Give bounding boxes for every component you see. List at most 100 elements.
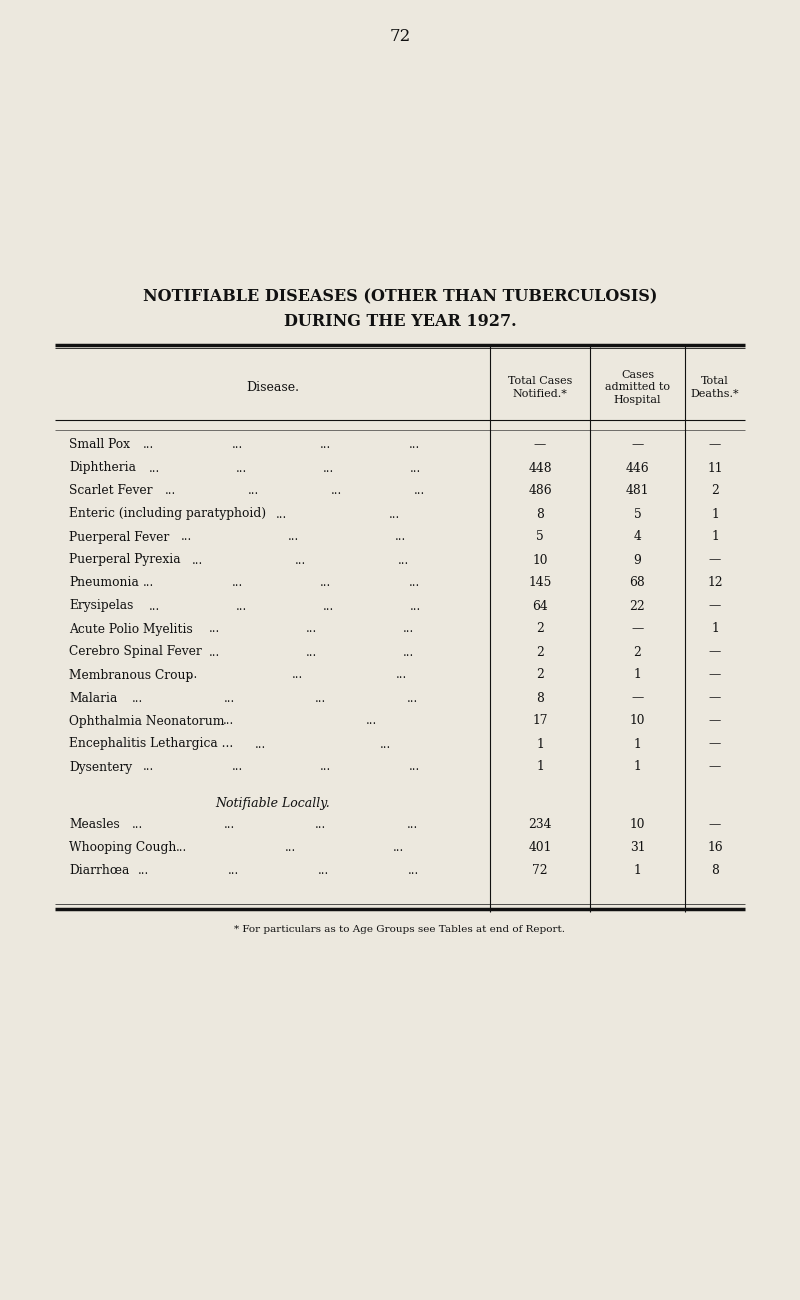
Text: 64: 64 — [532, 599, 548, 612]
Text: 2: 2 — [711, 485, 719, 498]
Text: —: — — [709, 554, 721, 567]
Text: ...: ... — [232, 576, 243, 589]
Text: 72: 72 — [390, 29, 410, 46]
Text: * For particulars as to Age Groups see Tables at end of Report.: * For particulars as to Age Groups see T… — [234, 926, 566, 935]
Text: —: — — [709, 737, 721, 750]
Text: 10: 10 — [532, 554, 548, 567]
Text: Whooping Cough: Whooping Cough — [69, 841, 176, 854]
Text: ...: ... — [275, 507, 286, 520]
Text: Enteric (including paratyphoid): Enteric (including paratyphoid) — [69, 507, 266, 520]
Text: ...: ... — [330, 485, 342, 498]
Text: —: — — [709, 668, 721, 681]
Text: Malaria: Malaria — [69, 692, 118, 705]
Text: 10: 10 — [630, 715, 646, 728]
Text: 5: 5 — [634, 507, 642, 520]
Text: 8: 8 — [536, 692, 544, 705]
Text: ...: ... — [320, 438, 331, 451]
Text: 72: 72 — [532, 864, 548, 878]
Text: ...: ... — [394, 530, 406, 543]
Text: 2: 2 — [536, 646, 544, 659]
Text: ...: ... — [398, 554, 409, 567]
Text: 2: 2 — [536, 668, 544, 681]
Text: ...: ... — [254, 737, 266, 750]
Text: ...: ... — [408, 864, 419, 878]
Text: —: — — [709, 692, 721, 705]
Text: ...: ... — [227, 864, 239, 878]
Text: ...: ... — [318, 864, 329, 878]
Text: ...: ... — [192, 554, 203, 567]
Text: ...: ... — [306, 623, 317, 636]
Text: —: — — [709, 715, 721, 728]
Text: ...: ... — [409, 760, 420, 774]
Text: 1: 1 — [711, 623, 719, 636]
Text: ...: ... — [323, 599, 334, 612]
Text: ...: ... — [208, 623, 220, 636]
Text: Diarrhœa: Diarrhœa — [69, 864, 130, 878]
Text: ...: ... — [223, 692, 234, 705]
Text: 1: 1 — [711, 507, 719, 520]
Text: ...: ... — [138, 864, 149, 878]
Text: 12: 12 — [707, 576, 723, 589]
Text: ...: ... — [143, 760, 154, 774]
Text: 1: 1 — [634, 864, 642, 878]
Text: Diphtheria: Diphtheria — [69, 462, 136, 474]
Text: ...: ... — [232, 438, 243, 451]
Text: 1: 1 — [536, 760, 544, 774]
Text: ...: ... — [406, 818, 418, 831]
Text: Erysipelas: Erysipelas — [69, 599, 134, 612]
Text: 10: 10 — [630, 818, 646, 831]
Text: —: — — [709, 438, 721, 451]
Text: 145: 145 — [528, 576, 552, 589]
Text: Membranous Croup: Membranous Croup — [69, 668, 194, 681]
Text: —: — — [631, 438, 644, 451]
Text: —: — — [534, 438, 546, 451]
Text: 1: 1 — [711, 530, 719, 543]
Text: ...: ... — [315, 818, 326, 831]
Text: —: — — [709, 646, 721, 659]
Text: 448: 448 — [528, 462, 552, 474]
Text: 446: 446 — [626, 462, 650, 474]
Text: 234: 234 — [528, 818, 552, 831]
Text: ...: ... — [320, 576, 331, 589]
Text: Ophthalmia Neonatorum: Ophthalmia Neonatorum — [69, 715, 225, 728]
Text: ...: ... — [406, 692, 418, 705]
Text: ...: ... — [410, 599, 422, 612]
Text: ...: ... — [223, 818, 234, 831]
Text: 8: 8 — [711, 864, 719, 878]
Text: Encephalitis Lethargica ...: Encephalitis Lethargica ... — [69, 737, 234, 750]
Text: Puerperal Pyrexia: Puerperal Pyrexia — [69, 554, 181, 567]
Text: ...: ... — [389, 507, 400, 520]
Text: —: — — [631, 623, 644, 636]
Text: —: — — [631, 692, 644, 705]
Text: —: — — [709, 760, 721, 774]
Text: 68: 68 — [630, 576, 646, 589]
Text: ...: ... — [315, 692, 326, 705]
Text: ...: ... — [143, 576, 154, 589]
Text: ...: ... — [410, 462, 422, 474]
Text: ...: ... — [236, 462, 247, 474]
Text: Total Cases
Notified.*: Total Cases Notified.* — [508, 376, 572, 399]
Text: ...: ... — [208, 646, 220, 659]
Text: 17: 17 — [532, 715, 548, 728]
Text: Notifiable Locally.: Notifiable Locally. — [215, 797, 330, 810]
Text: 9: 9 — [634, 554, 642, 567]
Text: 401: 401 — [528, 841, 552, 854]
Text: 2: 2 — [536, 623, 544, 636]
Text: ...: ... — [409, 438, 420, 451]
Text: ...: ... — [143, 438, 154, 451]
Text: 5: 5 — [536, 530, 544, 543]
Text: NOTIFIABLE DISEASES (OTHER THAN TUBERCULOSIS): NOTIFIABLE DISEASES (OTHER THAN TUBERCUL… — [143, 289, 657, 306]
Text: Cerebro Spinal Fever: Cerebro Spinal Fever — [69, 646, 202, 659]
Text: Scarlet Fever: Scarlet Fever — [69, 485, 153, 498]
Text: Measles: Measles — [69, 818, 120, 831]
Text: Pneumonia: Pneumonia — [69, 576, 139, 589]
Text: ...: ... — [306, 646, 317, 659]
Text: ...: ... — [402, 646, 414, 659]
Text: ...: ... — [132, 818, 143, 831]
Text: ...: ... — [165, 485, 176, 498]
Text: ...: ... — [149, 462, 160, 474]
Text: ...: ... — [223, 715, 234, 728]
Text: 1: 1 — [536, 737, 544, 750]
Text: —: — — [709, 599, 721, 612]
Text: ...: ... — [288, 530, 299, 543]
